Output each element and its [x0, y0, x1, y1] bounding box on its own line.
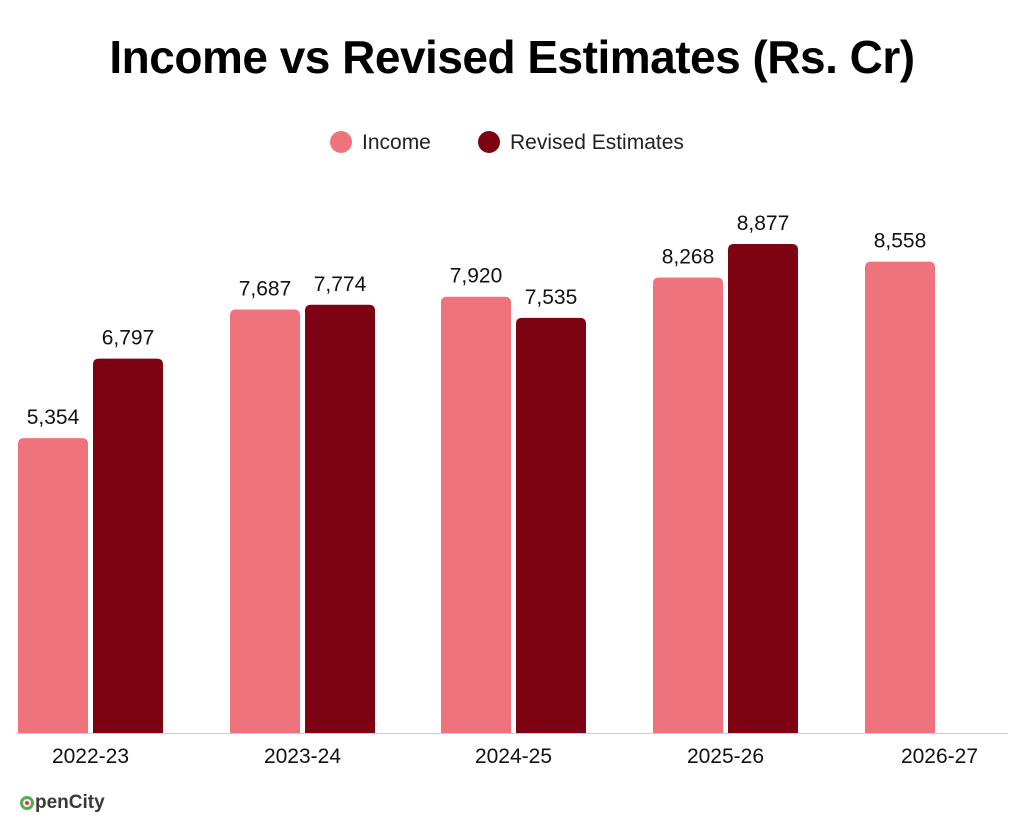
bar-income-2022-23: [18, 438, 88, 733]
data-label-income-2026-27: 8,558: [874, 230, 927, 253]
data-label-income-2025-26: 8,268: [662, 246, 715, 269]
chart-legend: Income Revised Estimates: [330, 131, 684, 154]
bar-income-2025-26: [653, 277, 723, 733]
data-label-revised-estimates-2025-26: 8,877: [737, 212, 790, 235]
data-label-income-2022-23: 5,354: [27, 406, 80, 429]
bar-revised-estimates-2024-25: [516, 317, 586, 733]
legend-marker-income: [330, 131, 352, 153]
legend-label-income: Income: [362, 131, 431, 154]
x-tick-label-2025-26: 2025-26: [687, 745, 764, 768]
bar-revised-estimates-2023-24: [305, 304, 375, 733]
legend-marker-revised-estimates: [478, 131, 500, 153]
data-label-income-2023-24: 7,687: [239, 278, 292, 301]
x-tick-label-2023-24: 2023-24: [264, 745, 341, 768]
opencity-logo-text: penCity: [35, 792, 105, 813]
data-label-revised-estimates-2023-24: 7,774: [314, 273, 367, 296]
data-label-revised-estimates-2022-23: 6,797: [102, 327, 155, 350]
bar-income-2026-27: [865, 261, 935, 733]
opencity-logo-icon: [20, 796, 34, 810]
bar-revised-estimates-2022-23: [93, 358, 163, 733]
data-label-group: 5,354 6,797 7,687 7,774 7,920 7,535 8,268 8,877…: [27, 212, 927, 429]
x-tick-label-2024-25: 2024-25: [475, 745, 552, 768]
legend-label-revised-estimates: Revised Estimates: [510, 131, 684, 154]
x-tick-label-2022-23: 2022-23: [52, 745, 129, 768]
bar-revised-estimates-2025-26: [728, 244, 798, 733]
data-label-revised-estimates-2024-25: 7,535: [525, 286, 578, 309]
x-tick-label-2026-27: 2026-27: [901, 745, 978, 768]
bar-group: [18, 244, 935, 733]
chart-title: Income vs Revised Estimates (Rs. Cr): [109, 31, 915, 83]
opencity-logo: penCity: [20, 789, 105, 817]
data-label-income-2024-25: 7,920: [450, 265, 503, 288]
bar-income-2023-24: [230, 309, 300, 733]
bar-income-2024-25: [441, 296, 511, 733]
x-axis-tick-labels: 2022-23 2023-24 2024-25 2025-26 2026-27: [52, 745, 978, 768]
